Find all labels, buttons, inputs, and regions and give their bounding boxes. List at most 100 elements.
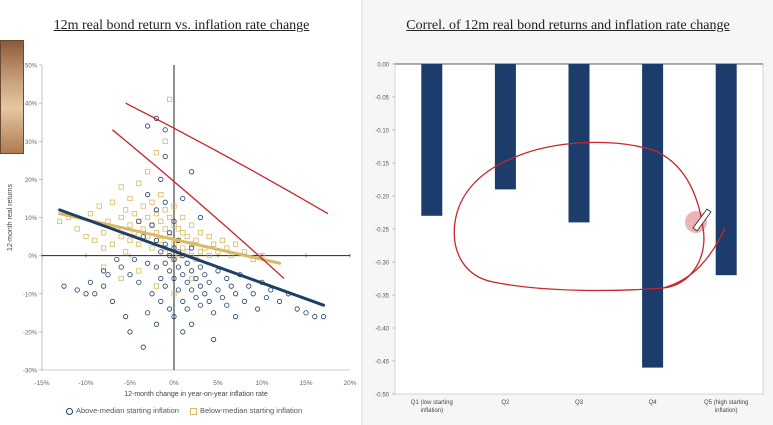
x-tick-label: 15% bbox=[299, 380, 312, 387]
circle-marker-icon bbox=[66, 407, 73, 415]
below-median-point bbox=[162, 207, 168, 213]
below-median-point bbox=[144, 214, 151, 221]
above-median-point bbox=[92, 291, 98, 297]
scatter-chart-title: 12m real bond return vs. inflation rate … bbox=[53, 18, 310, 33]
bar-5 bbox=[715, 64, 737, 276]
above-median-point bbox=[211, 310, 217, 316]
above-median-point bbox=[167, 268, 173, 274]
y-tick-label: 10% bbox=[25, 216, 38, 222]
legend-item-above-median: Above-median starting inflation bbox=[66, 406, 179, 415]
panel-divider bbox=[361, 0, 364, 425]
above-median-point bbox=[167, 253, 173, 259]
below-median-point bbox=[158, 237, 164, 243]
above-median-point bbox=[145, 192, 151, 198]
above-median-point bbox=[312, 314, 318, 320]
above-median-point bbox=[224, 302, 230, 308]
above-median-point bbox=[153, 207, 159, 213]
above-median-point bbox=[175, 287, 181, 293]
y-tick-label: -10% bbox=[23, 292, 38, 298]
below-median-point bbox=[92, 237, 98, 243]
below-median-point bbox=[118, 184, 124, 190]
below-median-point bbox=[153, 283, 159, 289]
x-tick-label: 5% bbox=[213, 380, 223, 387]
below-median-point bbox=[171, 241, 177, 247]
above-median-point bbox=[233, 291, 239, 297]
bar-1 bbox=[421, 64, 443, 216]
below-median-point bbox=[74, 226, 80, 232]
below-median-point bbox=[101, 230, 107, 236]
above-median-point bbox=[145, 310, 151, 316]
below-median-point bbox=[127, 237, 133, 243]
above-median-point bbox=[180, 195, 186, 202]
above-median-point bbox=[233, 314, 239, 320]
below-median-point bbox=[83, 233, 89, 240]
x-tick-label-line: inflation) bbox=[715, 408, 738, 414]
x-tick-label-line: Q3 bbox=[575, 400, 584, 406]
below-median-point bbox=[171, 203, 177, 209]
above-median-point bbox=[215, 287, 221, 293]
above-median-point bbox=[127, 329, 133, 335]
below-median-point bbox=[158, 192, 164, 198]
bar-chart-title: Correl. of 12m real bond returns and inf… bbox=[406, 18, 730, 33]
above-median-point bbox=[145, 260, 151, 266]
y-tick-label: -20% bbox=[23, 330, 38, 336]
above-median-point bbox=[189, 287, 195, 293]
above-median-point bbox=[197, 302, 203, 308]
above-median-trend-line bbox=[58, 208, 326, 307]
below-median-point bbox=[118, 214, 124, 221]
below-median-point bbox=[118, 275, 124, 282]
below-median-point bbox=[188, 275, 195, 282]
above-median-point bbox=[189, 268, 195, 274]
below-median-point bbox=[166, 96, 173, 102]
above-median-point bbox=[83, 291, 89, 297]
hand-drawn-red-line-2 bbox=[111, 129, 285, 279]
above-median-point bbox=[184, 306, 190, 312]
y-tick-label: 30% bbox=[25, 140, 38, 146]
bar-panel: Correl. of 12m real bond returns and inf… bbox=[363, 0, 773, 425]
below-median-point bbox=[210, 241, 217, 247]
below-median-point bbox=[149, 245, 155, 251]
above-median-point bbox=[202, 291, 208, 297]
x-tick-label: -15% bbox=[34, 380, 49, 387]
below-median-point bbox=[219, 237, 225, 243]
below-median-point bbox=[162, 138, 168, 144]
above-median-point bbox=[87, 279, 94, 285]
above-median-point bbox=[206, 298, 212, 304]
y-tick-label: 50% bbox=[25, 64, 38, 70]
above-median-point bbox=[131, 256, 137, 263]
y-tick-label: 0% bbox=[28, 254, 37, 260]
below-median-point bbox=[232, 241, 239, 247]
below-median-point bbox=[175, 226, 181, 232]
above-median-point bbox=[136, 218, 142, 224]
below-median-point bbox=[140, 226, 146, 232]
above-median-point bbox=[303, 310, 309, 316]
x-tick-label-line: Q1 (low starting bbox=[411, 400, 453, 406]
above-median-point bbox=[171, 218, 177, 224]
above-median-point bbox=[162, 199, 168, 205]
below-median-point bbox=[136, 180, 142, 186]
y-tick-label: -0.35 bbox=[375, 294, 389, 300]
below-median-point bbox=[123, 249, 129, 255]
y-tick-label: -0.50 bbox=[375, 393, 389, 399]
square-marker-icon bbox=[190, 407, 197, 415]
above-median-point bbox=[241, 298, 247, 304]
above-median-point bbox=[171, 256, 177, 263]
above-median-point bbox=[263, 294, 269, 301]
below-median-point bbox=[197, 230, 203, 236]
above-median-point bbox=[189, 321, 195, 327]
above-median-point bbox=[197, 214, 203, 221]
y-tick-label: 20% bbox=[25, 178, 38, 184]
below-median-point bbox=[101, 245, 107, 251]
x-tick-label: -5% bbox=[124, 380, 136, 387]
above-median-point bbox=[162, 153, 168, 160]
below-median-point bbox=[193, 237, 199, 243]
y-tick-label: -0.25 bbox=[375, 228, 389, 234]
y-tick-label: -0.10 bbox=[375, 129, 389, 135]
x-tick-label: Q2 bbox=[501, 400, 510, 406]
above-median-point bbox=[101, 268, 107, 274]
above-median-point bbox=[162, 127, 168, 133]
above-median-point bbox=[276, 298, 283, 304]
below-median-point bbox=[180, 245, 186, 251]
bar-4 bbox=[642, 64, 664, 368]
x-tick-label-line: Q5 (high starting bbox=[704, 400, 748, 406]
